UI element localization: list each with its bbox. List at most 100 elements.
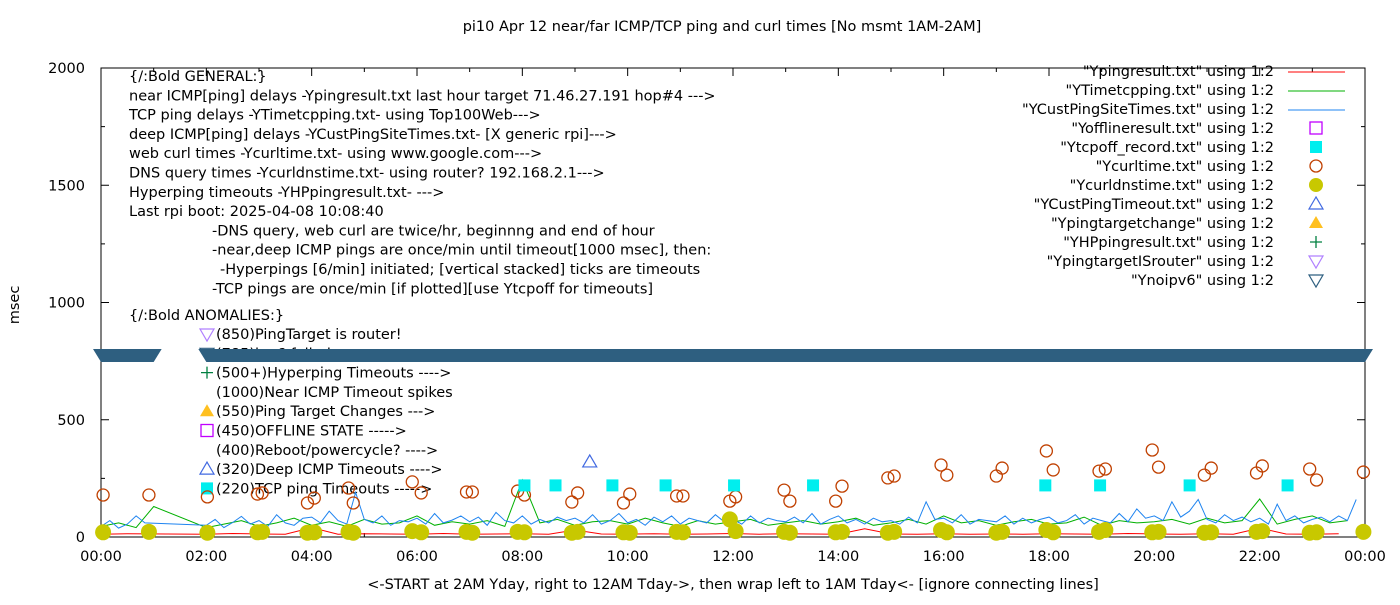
x-tick-label: 10:00 <box>607 549 649 565</box>
note-line: {/:Bold GENERAL:} <box>129 69 267 85</box>
ycurltime-point <box>1197 468 1212 482</box>
ycurldnstime-point <box>345 524 362 541</box>
ycurltime-point <box>346 496 360 510</box>
ycurltime-point <box>1145 443 1159 457</box>
note-line: -DNS query, web curl are twice/hr, begin… <box>212 223 655 239</box>
ycurltime-point <box>616 496 631 510</box>
ycurldnstime-point <box>1150 523 1167 540</box>
legend-label: "Ynoipv6" using 1:2 <box>1131 273 1274 289</box>
ycurltime-point <box>1356 465 1371 479</box>
ycurldnstime-point <box>727 523 744 540</box>
x-tick-label: 18:00 <box>1028 549 1070 565</box>
ycurltime-point <box>459 485 474 499</box>
legend-label: "YHPpingresult.txt" using 1:2 <box>1063 235 1274 251</box>
ycurltime-point <box>1303 462 1317 476</box>
ycurldnstime-point <box>306 524 323 541</box>
ycurldnstime-point <box>140 523 157 540</box>
ycurldnstime-point <box>834 523 851 540</box>
ytcpoff-point <box>1183 479 1196 492</box>
ycurldnstime-point <box>95 524 112 541</box>
legend-filled-square-icon <box>1310 141 1322 153</box>
anomaly-line: (850)PingTarget is router! <box>216 327 402 343</box>
note-line: TCP ping delays -YTimetcpping.txt- using… <box>128 108 541 124</box>
ycurltime-point <box>783 494 797 508</box>
legend-label: "Ypingtargetchange" using 1:2 <box>1051 216 1274 232</box>
ynoipv6-band <box>93 349 162 363</box>
ycurltime-point <box>1151 460 1166 474</box>
ycurltime-point <box>307 491 321 505</box>
ycurltime-point <box>881 471 895 485</box>
ycurldnstime-point <box>938 524 955 541</box>
ycurltime-point <box>1255 459 1269 473</box>
note-line: deep ICMP[ping] delays -YCustPingSiteTim… <box>129 127 617 143</box>
ycurltime-point <box>142 488 156 502</box>
ycurltime-point <box>300 496 315 510</box>
legend-label: "YTimetcpping.txt" using 1:2 <box>1066 83 1274 99</box>
ycurldnstime-point <box>621 524 638 541</box>
ycurltime-point <box>250 487 265 501</box>
ycurldnstime-point <box>994 523 1011 540</box>
ycurltime-point <box>1309 473 1324 487</box>
y-tick-label: 0 <box>76 530 85 546</box>
ycurldnstime-point <box>254 523 271 540</box>
ytcpoff-point <box>807 479 820 492</box>
y-tick-label: 2000 <box>48 61 85 77</box>
ycurldnstime-point <box>413 524 430 541</box>
ycurltime-point <box>829 494 843 508</box>
ycurltime-point <box>623 487 637 501</box>
anomaly-line: (400)Reboot/powercycle? ----> <box>216 443 438 459</box>
y-tick-label: 1000 <box>48 296 85 312</box>
ycurldnstime-point <box>1254 523 1271 540</box>
legend-open-circle-icon <box>1309 159 1323 173</box>
ycurltime-point <box>1098 462 1113 476</box>
note-line: Hyperping timeouts -YHPpingresult.txt- -… <box>129 185 444 201</box>
note-line: web curl times -Ycurltime.txt- using www… <box>129 146 542 162</box>
legend-label: "YpingtargetISrouter" using 1:2 <box>1047 254 1274 270</box>
x-tick-label: 08:00 <box>501 549 543 565</box>
plus-icon <box>201 366 213 379</box>
x-tick-label: 20:00 <box>1133 549 1175 565</box>
anomaly-line: (1000)Near ICMP Timeout spikes <box>216 385 453 401</box>
legend-label: "YCustPingTimeout.txt" using 1:2 <box>1034 197 1274 213</box>
blue-triangle-icon <box>198 460 216 475</box>
ycurldnstime-point <box>569 523 586 540</box>
x-tick-label: 00:00 <box>1344 549 1386 565</box>
ycurltime-point <box>669 489 684 503</box>
ycurltime-point <box>676 489 690 503</box>
ycurldnstime-point <box>199 524 216 541</box>
legend-filled-circle-icon <box>1309 178 1323 192</box>
ytcpoff-point <box>606 479 619 492</box>
ycurldnstime-point <box>886 523 903 540</box>
legend-open-down-triangle-icon <box>1307 255 1325 270</box>
plot-area <box>93 349 1373 541</box>
ytcpoff-point <box>518 479 531 492</box>
x-tick-label: 14:00 <box>817 549 859 565</box>
anomaly-line: (220)TCP ping Timeouts -----> <box>216 481 432 497</box>
note-line: -TCP pings are once/min [if plotted][use… <box>212 281 653 297</box>
lavender-down-triangle-icon <box>198 328 216 343</box>
legend-filled-triangle-icon <box>1309 216 1323 228</box>
ycurltime-point <box>887 469 901 483</box>
ycurldnstime-point <box>1355 523 1372 540</box>
ytimetcpping-line <box>100 478 1348 529</box>
ycurltime-point <box>1204 461 1218 475</box>
legend-plus-icon <box>1310 236 1322 248</box>
x-tick-label: 12:00 <box>712 549 754 565</box>
ycurldnstime-point <box>1308 524 1325 541</box>
ycurltime-point <box>835 479 849 493</box>
ycurldnstime-point <box>464 524 481 541</box>
ytcpoff-point <box>728 479 741 492</box>
legend-label: "Ycurldnstime.txt" using 1:2 <box>1070 178 1274 194</box>
x-tick-label: 16:00 <box>923 549 965 565</box>
ycurltime-point <box>200 490 215 504</box>
ycurldnstime-point <box>781 524 798 541</box>
ycurltime-point <box>940 468 954 482</box>
note-line: DNS query times -Ycurldnstime.txt- using… <box>129 166 605 182</box>
legend-open-square-icon <box>1309 121 1323 135</box>
y-axis-label: msec <box>7 286 23 325</box>
ycurltime-point <box>255 486 269 500</box>
ycurltime-point <box>995 461 1009 475</box>
ytcpoff-point <box>549 479 562 492</box>
anomaly-line: (500+)Hyperping Timeouts ----> <box>216 366 451 382</box>
